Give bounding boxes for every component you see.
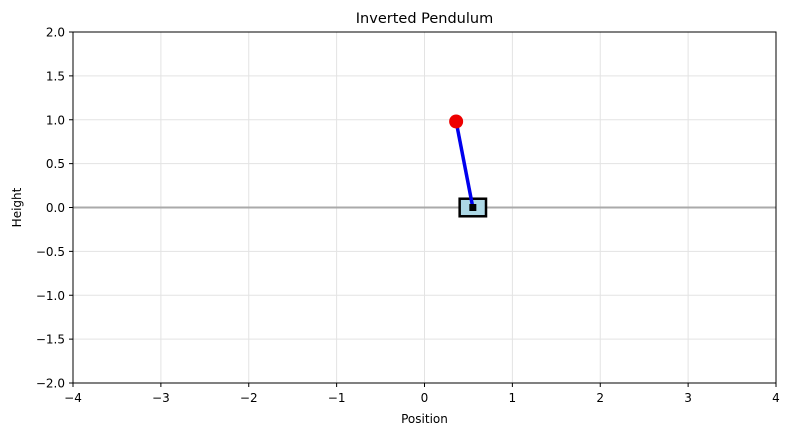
y-tick-label: −1.5 — [36, 333, 65, 347]
y-axis-label: Height — [10, 187, 24, 227]
y-tick-label: −1.0 — [36, 289, 65, 303]
y-tick-label: 0.0 — [46, 201, 65, 215]
y-tick-label: 1.5 — [46, 69, 65, 83]
x-tick-label: 3 — [684, 391, 692, 405]
y-tick-label: 1.0 — [46, 113, 65, 127]
chart-title: Inverted Pendulum — [356, 11, 493, 27]
pendulum-rod — [454, 121, 475, 208]
axis-ticks: −4 −3 −2 −1 0 1 2 3 4 2.0 1.5 1.0 0.5 0.0 −0.5 −1.0 −1.5… — [36, 26, 780, 406]
x-tick-label: 2 — [596, 391, 604, 405]
pendulum-bob — [449, 114, 464, 129]
x-tick-label: 1 — [509, 391, 517, 405]
x-tick-label: −4 — [64, 391, 82, 405]
y-tick-label: 2.0 — [46, 26, 65, 40]
x-tick-label: −2 — [240, 391, 258, 405]
y-tick-label: −2.0 — [36, 377, 65, 391]
plot-data — [73, 114, 776, 218]
y-tick-label: 0.5 — [46, 157, 65, 171]
y-tick-label: −0.5 — [36, 245, 65, 259]
x-tick-label: −1 — [328, 391, 346, 405]
x-tick-label: −3 — [152, 391, 170, 405]
x-tick-label: 0 — [421, 391, 429, 405]
pivot-point — [469, 204, 477, 211]
x-axis-label: Position — [401, 412, 448, 426]
x-tick-label: 4 — [772, 391, 780, 405]
